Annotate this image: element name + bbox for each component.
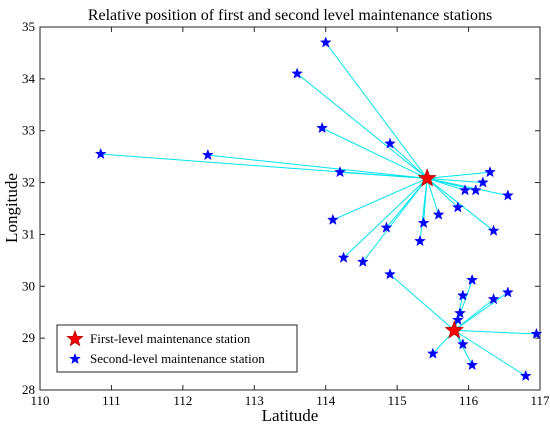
second-level-station-marker-14 bbox=[356, 255, 369, 267]
link-line-13 bbox=[343, 178, 428, 259]
link-line-14 bbox=[362, 178, 428, 263]
link-line-3 bbox=[389, 143, 428, 179]
legend-star-first-level bbox=[66, 329, 84, 347]
legend-label-second-level: Second-level maintenance station bbox=[90, 351, 265, 366]
second-level-station-marker-9 bbox=[417, 216, 430, 229]
y-tick-label: 29 bbox=[22, 330, 35, 345]
x-tick-label: 115 bbox=[388, 393, 407, 408]
legend-star-second-level bbox=[69, 352, 81, 365]
link-line-20 bbox=[426, 178, 494, 232]
chart-title: Relative position of first and second le… bbox=[88, 7, 492, 24]
x-tick-label: 113 bbox=[245, 393, 264, 408]
y-tick-label: 32 bbox=[22, 175, 35, 190]
link-line-12 bbox=[426, 178, 459, 208]
second-level-station-marker-31 bbox=[466, 358, 479, 371]
link-line-32 bbox=[454, 329, 526, 377]
second-level-station-marker-23 bbox=[456, 289, 469, 301]
y-tick-label: 31 bbox=[22, 226, 35, 241]
second-level-station-marker-28 bbox=[530, 327, 543, 340]
second-level-station-marker-0 bbox=[319, 36, 332, 48]
legend-box bbox=[56, 324, 298, 373]
second-level-station-marker-1 bbox=[291, 67, 304, 79]
y-tick-label: 33 bbox=[22, 123, 35, 138]
y-tick-label: 35 bbox=[22, 19, 35, 34]
x-tick-label: 114 bbox=[316, 393, 336, 408]
legend-marker-second-level bbox=[69, 352, 81, 365]
x-axis-title: Latitude bbox=[262, 406, 319, 425]
link-line-0 bbox=[325, 42, 428, 179]
x-tick-label: 117 bbox=[530, 393, 550, 408]
second-level-station-marker-16 bbox=[476, 176, 489, 188]
second-level-station-marker-10 bbox=[414, 234, 426, 247]
link-line-28 bbox=[454, 329, 537, 335]
x-tick-label: 111 bbox=[102, 393, 121, 408]
second-level-station-marker-15 bbox=[484, 165, 496, 178]
second-level-station-marker-27 bbox=[487, 293, 500, 305]
link-line-16 bbox=[427, 177, 483, 184]
second-level-station-marker-6 bbox=[334, 165, 346, 178]
legend: First-level maintenance station Second-l… bbox=[56, 324, 298, 373]
second-level-station-marker-12 bbox=[451, 201, 464, 213]
y-axis-title: Longitude bbox=[2, 173, 21, 243]
x-tick-label: 116 bbox=[459, 393, 479, 408]
second-level-station-marker-30 bbox=[426, 347, 439, 359]
y-tick-label: 28 bbox=[22, 382, 35, 397]
second-level-station-marker-19 bbox=[501, 189, 514, 201]
y-tick-label: 34 bbox=[22, 71, 36, 86]
second-level-station-marker-20 bbox=[487, 224, 500, 236]
second-level-station-marker-17 bbox=[469, 184, 482, 196]
link-line-27 bbox=[453, 298, 494, 331]
link-line-15 bbox=[427, 171, 491, 179]
points-layer bbox=[94, 36, 543, 382]
x-tick-label: 112 bbox=[173, 393, 192, 408]
second-level-station-marker-11 bbox=[432, 208, 445, 220]
link-line-18 bbox=[426, 177, 466, 191]
second-level-station-marker-7 bbox=[326, 213, 339, 225]
second-level-station-marker-32 bbox=[519, 369, 532, 382]
link-line-2 bbox=[321, 127, 428, 179]
second-level-station-marker-22 bbox=[466, 273, 479, 286]
second-level-station-marker-13 bbox=[337, 251, 350, 263]
second-level-station-marker-5 bbox=[201, 148, 214, 161]
second-level-station-marker-18 bbox=[459, 184, 471, 196]
link-line-21 bbox=[389, 273, 455, 331]
first-level-station-marker-0 bbox=[417, 168, 437, 187]
second-level-station-marker-21 bbox=[384, 268, 396, 280]
link-line-11 bbox=[426, 178, 440, 215]
x-tick-label: 110 bbox=[30, 393, 49, 408]
legend-label-first-level: First-level maintenance station bbox=[90, 331, 251, 346]
ticks-layer: 110 111 112 113 114 115 116 117 28 29 30 31 32 33 34 35 bbox=[22, 19, 550, 408]
second-level-station-marker-4 bbox=[94, 147, 107, 160]
second-level-station-marker-3 bbox=[384, 137, 396, 149]
link-line-7 bbox=[332, 177, 428, 221]
first-level-station-marker-1 bbox=[444, 320, 464, 339]
links-layer bbox=[100, 42, 537, 377]
link-line-6 bbox=[339, 171, 428, 179]
second-level-station-marker-29 bbox=[456, 338, 469, 350]
second-level-station-marker-2 bbox=[316, 121, 329, 134]
second-level-station-marker-24 bbox=[454, 307, 466, 319]
second-level-station-marker-8 bbox=[380, 221, 393, 233]
link-line-19 bbox=[427, 177, 508, 197]
link-line-26 bbox=[453, 292, 509, 331]
second-level-station-marker-26 bbox=[501, 286, 514, 298]
second-level-station-marker-25 bbox=[451, 313, 464, 326]
link-line-5 bbox=[207, 154, 428, 179]
legend-marker-first-level bbox=[66, 329, 84, 347]
link-line-10 bbox=[419, 178, 428, 242]
y-tick-label: 30 bbox=[22, 278, 35, 293]
link-line-1 bbox=[296, 73, 428, 179]
